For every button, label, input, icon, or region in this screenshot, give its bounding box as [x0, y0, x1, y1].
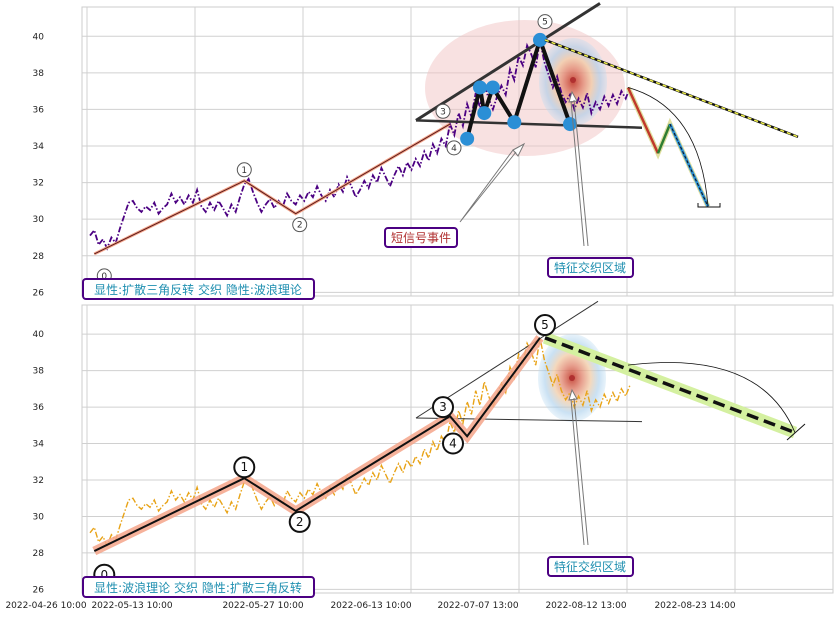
top-panel: 2628303234363840012345短信号事件特征交织区域显性:扩散三角…: [33, 2, 834, 300]
wave-label: 2: [297, 221, 303, 231]
wave-label: 4: [451, 144, 457, 154]
wave-label: 1: [240, 460, 248, 474]
wave-label-circle: [446, 140, 462, 156]
key-point-marker: [485, 80, 500, 95]
wave-label: 2: [296, 515, 304, 529]
legend-box: [82, 576, 315, 598]
annotation-arrow: [459, 142, 526, 223]
wave-label-circle: [292, 217, 308, 233]
wave-label: 5: [542, 18, 548, 28]
x-tick-label: 2022-08-23 14:00: [654, 601, 735, 611]
y-tick-label: 34: [33, 142, 45, 152]
wave-label: 5: [541, 318, 549, 332]
key-point-marker: [477, 106, 492, 121]
y-tick-label: 30: [33, 512, 45, 522]
forecast-dash: [544, 336, 796, 435]
forecast-dash: [669, 123, 709, 207]
wave-line: [93, 337, 541, 552]
legend-label: 显性:波浪理论 交织 隐性:扩散三角反转: [94, 580, 302, 595]
y-tick-label: 28: [33, 549, 45, 559]
y-tick-label: 32: [33, 476, 44, 486]
feature-zone-center: [570, 77, 576, 83]
y-tick-label: 26: [33, 585, 45, 595]
annotation-arrow: [568, 388, 589, 546]
forecast-bracket: [786, 423, 806, 441]
wave-label-circle: [288, 510, 311, 533]
feature-zone-label: 特征交织区域: [554, 559, 626, 574]
x-tick-label: 2022-04-26 10:00: [5, 601, 86, 611]
annotation-arrow: [568, 90, 589, 247]
y-tick-label: 40: [33, 330, 45, 340]
projection-dash: [544, 39, 799, 138]
wave-label-circle: [537, 14, 553, 30]
wave-label: 1: [241, 166, 247, 176]
y-tick-label: 32: [33, 179, 44, 189]
key-point-marker: [473, 80, 487, 95]
wave-label-circle: [435, 103, 451, 119]
x-tick-label: 2022-08-12 13:00: [545, 601, 626, 611]
legend-label: 显性:扩散三角反转 交织 隐性:波浪理论: [94, 282, 302, 297]
wave-label-circle: [236, 162, 252, 178]
wave-label: 0: [100, 568, 108, 582]
key-point-marker: [460, 131, 475, 146]
key-point-marker: [533, 32, 547, 47]
key-point-marker: [507, 115, 522, 130]
forecast-segment: [656, 123, 672, 154]
price-series: [89, 337, 631, 548]
wave-label: 4: [449, 437, 457, 451]
key-point-marker: [563, 117, 577, 132]
wave-label: 0: [101, 272, 107, 282]
y-tick-label: 38: [33, 367, 45, 377]
triangle-lower-line: [415, 119, 643, 129]
wave-label-circle: [442, 432, 464, 455]
y-tick-label: 40: [33, 32, 45, 42]
wave-label-circle: [233, 456, 256, 479]
forecast-arc: [627, 362, 796, 433]
y-tick-label: 34: [33, 440, 45, 450]
wave-line: [94, 123, 451, 255]
wave-label-circle: [432, 396, 454, 419]
wave-label-circle: [534, 314, 556, 337]
feature-zone-center: [569, 375, 575, 381]
forecast-arc: [627, 87, 709, 207]
short-signal-box: [384, 227, 458, 248]
wave-label: 3: [440, 107, 446, 117]
wave-label: 3: [439, 400, 447, 414]
y-tick-label: 36: [33, 403, 45, 413]
y-tick-label: 26: [33, 288, 45, 298]
forecast-segment: [626, 86, 660, 154]
x-tick-label: 2022-06-13 10:00: [330, 601, 411, 611]
feature-zone-label: 特征交织区域: [554, 260, 626, 275]
x-tick-label: 2022-07-07 13:00: [437, 601, 518, 611]
y-tick-label: 38: [33, 69, 45, 79]
feature-zone-box: [547, 556, 634, 577]
y-tick-label: 36: [33, 105, 45, 115]
x-tick-label: 2022-05-13 10:00: [91, 601, 172, 611]
y-tick-label: 30: [33, 215, 45, 225]
x-tick-label: 2022-05-27 10:00: [222, 601, 303, 611]
y-tick-label: 28: [33, 252, 45, 262]
feature-zone-box: [547, 257, 634, 278]
triangle-upper-line: [415, 2, 601, 122]
forecast-bracket: [697, 203, 721, 208]
legend-box: [82, 278, 315, 300]
short-signal-label: 短信号事件: [391, 231, 451, 245]
